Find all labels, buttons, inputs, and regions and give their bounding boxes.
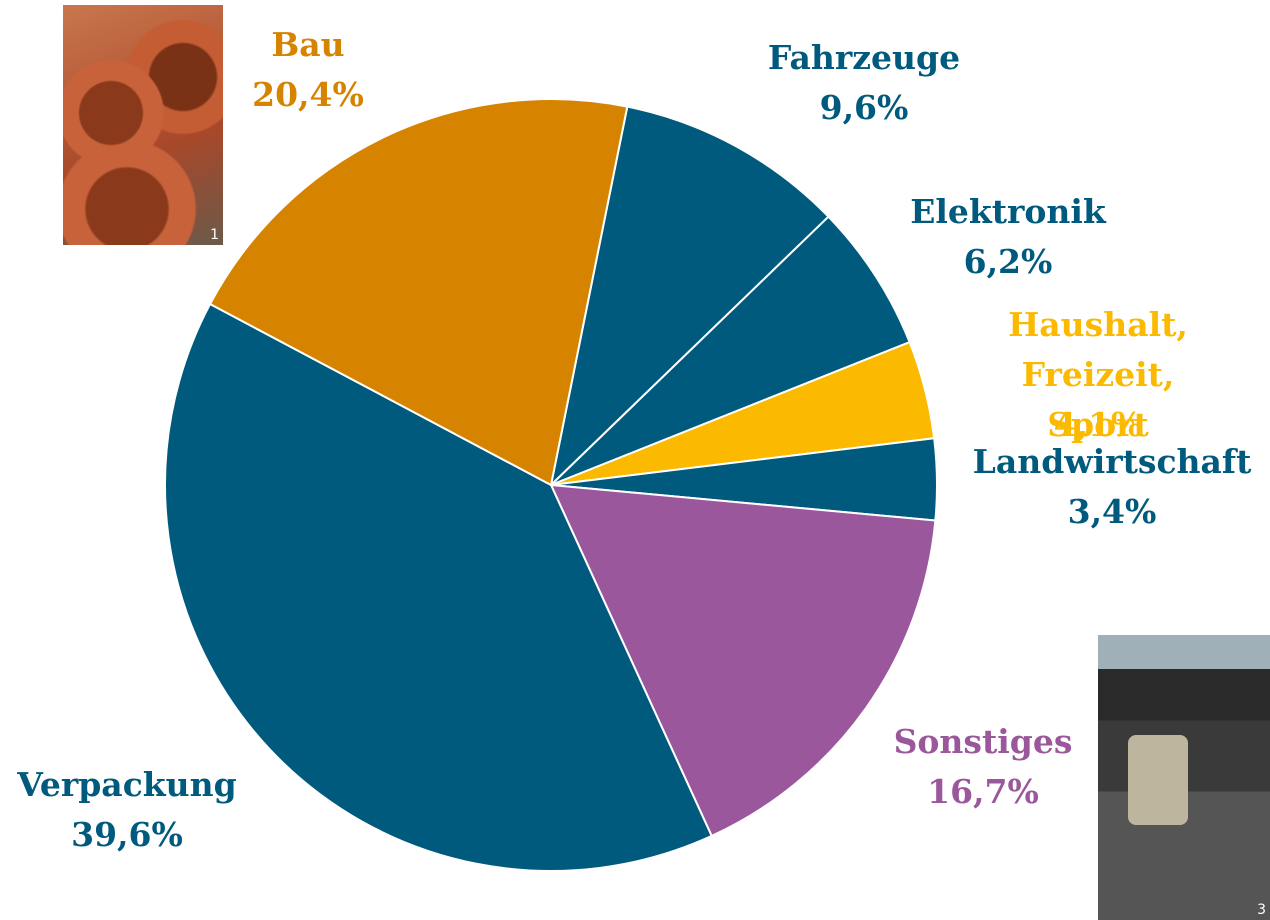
category-label: Bau [271,20,344,70]
value-label: 6,2% [964,237,1053,287]
value-label: 3,4% [1068,487,1157,537]
photo-pipes: 1 [63,5,223,245]
page: 1 3 (() => { const data = JSON.parse(doc… [0,0,1270,920]
value-label: 9,6% [820,83,909,133]
category-label: Landwirtschaft [973,437,1252,487]
value-label: 16,7% [927,767,1039,817]
image-caption: 3 [1257,902,1266,918]
value-label: 39,6% [71,810,183,860]
image-caption: 1 [210,227,219,243]
category-label: Fahrzeuge [768,33,960,83]
value-label: 20,4% [252,70,364,120]
chair [1128,735,1188,825]
category-label: Elektronik [910,187,1106,237]
category-label: Verpackung [17,760,236,810]
photo-office: 3 [1098,635,1270,920]
category-label: Sonstiges [894,717,1073,767]
